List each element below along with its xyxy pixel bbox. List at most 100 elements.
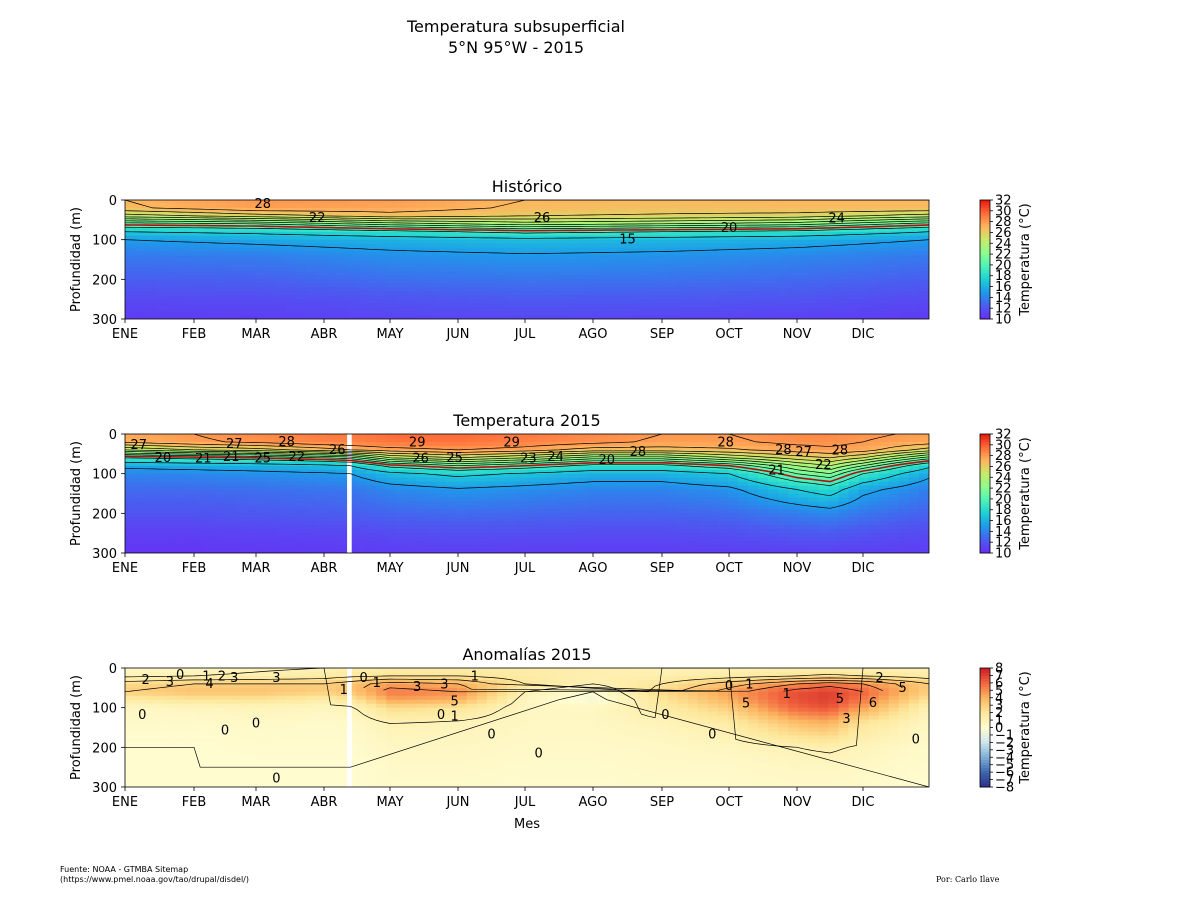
heatmap-cell (778, 513, 789, 518)
heatmap-cell (587, 529, 598, 534)
heatmap-cell (758, 461, 769, 467)
heatmap-cell (848, 441, 860, 447)
heatmap-cell (597, 299, 608, 304)
heatmap-cell (858, 461, 870, 467)
heatmap-cell (908, 493, 920, 499)
colorbar-step (980, 202, 990, 206)
heatmap-cell (908, 263, 920, 269)
heatmap-cell (697, 255, 709, 261)
heatmap-cell (376, 545, 387, 550)
heatmap-cell (898, 303, 910, 308)
colorbar-step (980, 210, 990, 215)
heatmap-cell (466, 307, 478, 312)
heatmap-cell (908, 299, 920, 304)
heatmap-cell (386, 525, 397, 530)
heatmap-cell (918, 449, 929, 455)
heatmap-cell (687, 271, 699, 276)
colorbar-step (980, 270, 990, 274)
heatmap-cell (175, 299, 186, 304)
heatmap-cell (687, 223, 699, 229)
heatmap-cell (125, 477, 136, 483)
heatmap-cell (537, 537, 548, 542)
heatmap-cell (607, 231, 619, 237)
heatmap-cell (838, 291, 850, 296)
heatmap-cell (707, 533, 719, 538)
heatmap-cell (305, 513, 317, 518)
heatmap-cell (667, 303, 679, 308)
heatmap-cell (707, 513, 719, 518)
heatmap-cell (557, 279, 568, 284)
heatmap-cell (798, 291, 809, 296)
colorbar-step (980, 283, 990, 288)
heatmap-cell (165, 255, 176, 261)
heatmap-cell (788, 533, 799, 538)
heatmap-cell (778, 227, 789, 233)
heatmap-cell (285, 525, 297, 530)
heatmap-cell (396, 263, 407, 269)
heatmap-cell (577, 481, 588, 487)
heatmap-cell (768, 215, 779, 221)
heatmap-cell (235, 549, 247, 553)
heatmap-cell (386, 505, 397, 510)
heatmap-cell (205, 275, 217, 280)
heatmap-cell (818, 501, 830, 506)
heatmap-cell (135, 521, 146, 526)
heatmap-cell (285, 509, 297, 514)
heatmap-cell (125, 497, 136, 503)
heatmap-cell (336, 533, 347, 538)
heatmap-cell (707, 235, 719, 241)
heatmap-cell (496, 497, 508, 503)
heatmap-cell (597, 449, 608, 455)
heatmap-cell (165, 525, 176, 530)
heatmap-cell (255, 529, 267, 534)
heatmap-cell (637, 537, 649, 542)
heatmap-cell (898, 537, 910, 542)
heatmap-cell (225, 473, 237, 479)
heatmap-cell (677, 211, 689, 217)
heatmap-cell (778, 489, 789, 495)
heatmap-cell (858, 235, 870, 241)
heatmap-cell (315, 219, 327, 225)
heatmap-cell (577, 529, 588, 534)
heatmap-cell (637, 461, 649, 467)
heatmap-cell (155, 295, 166, 300)
heatmap-cell (778, 287, 789, 292)
heatmap-cell (607, 287, 619, 292)
heatmap-cell (456, 295, 468, 300)
heatmap-cell (356, 251, 367, 257)
heatmap-cell (667, 533, 679, 538)
heatmap-cell (567, 259, 578, 265)
heatmap-cell (768, 453, 779, 459)
heatmap-cell (426, 497, 438, 503)
heatmap-cell (135, 251, 146, 257)
heatmap-cell (848, 434, 860, 439)
heatmap-cell (205, 477, 217, 483)
heatmap-cell (738, 525, 749, 530)
heatmap-cell (125, 489, 136, 495)
heatmap-cell (416, 215, 428, 221)
heatmap-cell (456, 549, 468, 553)
heatmap-cell (426, 489, 438, 495)
heatmap-cell (145, 477, 156, 483)
heatmap-cell (738, 489, 749, 495)
heatmap-cell (305, 247, 317, 253)
heatmap-cell (165, 271, 176, 276)
heatmap-cell (366, 473, 377, 479)
heatmap-cell (567, 549, 578, 553)
heatmap-cell (607, 283, 619, 288)
heatmap-cell (516, 509, 528, 514)
heatmap-cell (597, 541, 608, 546)
heatmap-cell (185, 457, 196, 463)
heatmap-cell (326, 437, 337, 443)
heatmap-cell (547, 267, 558, 272)
heatmap-cell (486, 207, 498, 213)
heatmap-cell (366, 441, 377, 447)
heatmap-cell (637, 469, 649, 475)
heatmap-cell (908, 441, 920, 447)
heatmap-cell (908, 307, 920, 312)
heatmap-cell (908, 207, 920, 213)
heatmap-cell (165, 545, 176, 550)
heatmap-cell (356, 315, 367, 319)
heatmap-cell (406, 533, 418, 538)
heatmap-cell (878, 473, 890, 479)
